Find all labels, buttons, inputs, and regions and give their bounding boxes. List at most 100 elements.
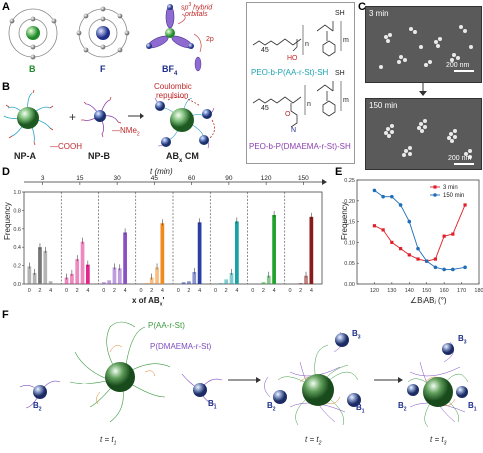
top-n-label: n <box>305 41 309 48</box>
sem-150min-time: 150 min <box>369 101 398 110</box>
d-xtick-label: 2 <box>299 288 302 294</box>
snapshot-2-icon <box>264 331 361 426</box>
bf4-tetrahedron-icon <box>146 4 202 72</box>
f1-b2-label: B2 <box>33 401 42 413</box>
cooh-group-label: —COOH <box>50 142 82 151</box>
d-bar <box>144 283 149 284</box>
coulombic-label: Coulombic <box>154 82 192 91</box>
d-bar <box>192 272 197 284</box>
hybrid-orbital-label: sp3 hybrid <box>181 2 213 12</box>
d-bar <box>27 266 32 284</box>
e-series-line <box>374 190 466 270</box>
d-xtick-label: 2 <box>76 288 79 294</box>
orbitals-label: orbitals <box>185 11 208 18</box>
e-point-150min <box>442 267 446 272</box>
paa-label: P(AA-r-St) <box>148 321 185 330</box>
d-xtick-label: 0 <box>214 288 217 294</box>
e-point-3min <box>433 257 438 261</box>
e-point-3min <box>407 253 411 257</box>
top-peo-45-label: 45 <box>261 47 269 54</box>
bottom-sh-label: SH <box>335 70 345 77</box>
e-ytick-label: 0.20 <box>344 199 355 205</box>
top-polymer-name: PEO-b-P(AA-r-St)-SH <box>251 68 329 77</box>
d-ytick-label: 0.2 <box>13 264 21 270</box>
np-b-particle-icon <box>81 96 122 138</box>
panel-d-label: D <box>2 166 10 178</box>
panel-f-label: F <box>2 309 9 321</box>
e-point-3min <box>451 232 455 236</box>
d-time-label: 60 <box>188 175 196 182</box>
d-xtick-label: 4 <box>161 288 164 294</box>
d-xtick-label: 0 <box>251 288 254 294</box>
panel-a-atoms-graphic <box>8 4 202 72</box>
d-bar <box>181 282 186 284</box>
repulsion-label: repulsion <box>156 91 189 100</box>
snapshot-1-icon <box>19 321 223 423</box>
scale-label-3min: 200 nm <box>446 62 470 69</box>
d-time-label: 90 <box>225 175 233 182</box>
f-time-1: t = t1 <box>100 435 117 447</box>
bf4-label: BF4 <box>162 64 178 77</box>
d-time-label: 45 <box>151 175 159 182</box>
f-time-3: t = t3 <box>430 435 447 447</box>
f2-b2-label: B2 <box>267 401 276 413</box>
e-xtick-label: 170 <box>457 288 466 294</box>
sem-3min-time: 3 min <box>369 9 389 18</box>
e-point-3min <box>381 228 385 232</box>
polymer-structures-graphic <box>252 21 342 128</box>
d-bar <box>123 232 127 284</box>
e-point-150min <box>372 188 377 193</box>
e-legend-marker <box>433 185 437 189</box>
e-xtick-label: 160 <box>440 288 449 294</box>
d-bar <box>85 264 90 284</box>
top-sh-label: SH <box>335 10 345 17</box>
nme2-group-label: —NMe2 <box>112 126 140 138</box>
d-bar <box>107 280 112 284</box>
d-time-label: 15 <box>76 175 84 182</box>
np-b-label: NP-B <box>88 151 110 161</box>
d-xtick-label: 2 <box>225 288 228 294</box>
d-ytick-label: 0.4 <box>13 245 21 251</box>
d-bar <box>112 267 117 284</box>
d-xlabel: x of ABx' <box>132 296 165 308</box>
panel-a-label: A <box>2 1 10 13</box>
e-ytick-label: 0.15 <box>344 220 355 226</box>
d-bar <box>32 272 37 284</box>
d-xtick-label: 0 <box>102 288 105 294</box>
d-xtick-label: 0 <box>65 288 68 294</box>
e-ytick-label: 0.25 <box>344 178 355 184</box>
d-xtick-label: 0 <box>177 288 180 294</box>
plus-sign: + <box>69 110 76 124</box>
sem-3min-particles <box>379 25 473 69</box>
d-xtick-label: 4 <box>124 288 127 294</box>
d-xtick-label: 2 <box>38 288 41 294</box>
f3-b2-label: B2 <box>398 401 407 413</box>
e-legend-marker <box>433 193 437 197</box>
d-bar <box>272 215 276 284</box>
d-ytick-label: 0.8 <box>13 208 21 214</box>
f2-b1-label: B1 <box>356 403 365 415</box>
d-bar <box>101 282 106 284</box>
d-bar <box>70 273 74 284</box>
e-xtick-label: 120 <box>370 288 379 294</box>
d-xtick-label: 2 <box>150 288 153 294</box>
sem-150min-particles <box>384 119 472 159</box>
e-point-3min <box>398 247 403 251</box>
e-ytick-label: 0.05 <box>344 261 355 267</box>
e-ytick-label: 0.00 <box>344 282 355 288</box>
e-plot-frame <box>356 179 480 285</box>
d-time-label: 150 <box>298 175 309 182</box>
e-xlabel: ∠BᵢABⱼ (°) <box>410 296 447 305</box>
panel-b-label: B <box>2 81 10 93</box>
d-bar <box>234 221 239 284</box>
d-xtick-label: 0 <box>289 288 292 294</box>
e-point-3min <box>372 224 377 228</box>
d-bar <box>298 283 303 284</box>
sem-image-150min <box>365 98 482 170</box>
d-xtick-label: 0 <box>28 288 31 294</box>
e-point-150min <box>433 265 438 270</box>
e-point-150min <box>390 194 394 199</box>
d-time-label: 120 <box>261 175 272 182</box>
d-bar <box>219 283 223 284</box>
d-bar <box>64 277 69 284</box>
